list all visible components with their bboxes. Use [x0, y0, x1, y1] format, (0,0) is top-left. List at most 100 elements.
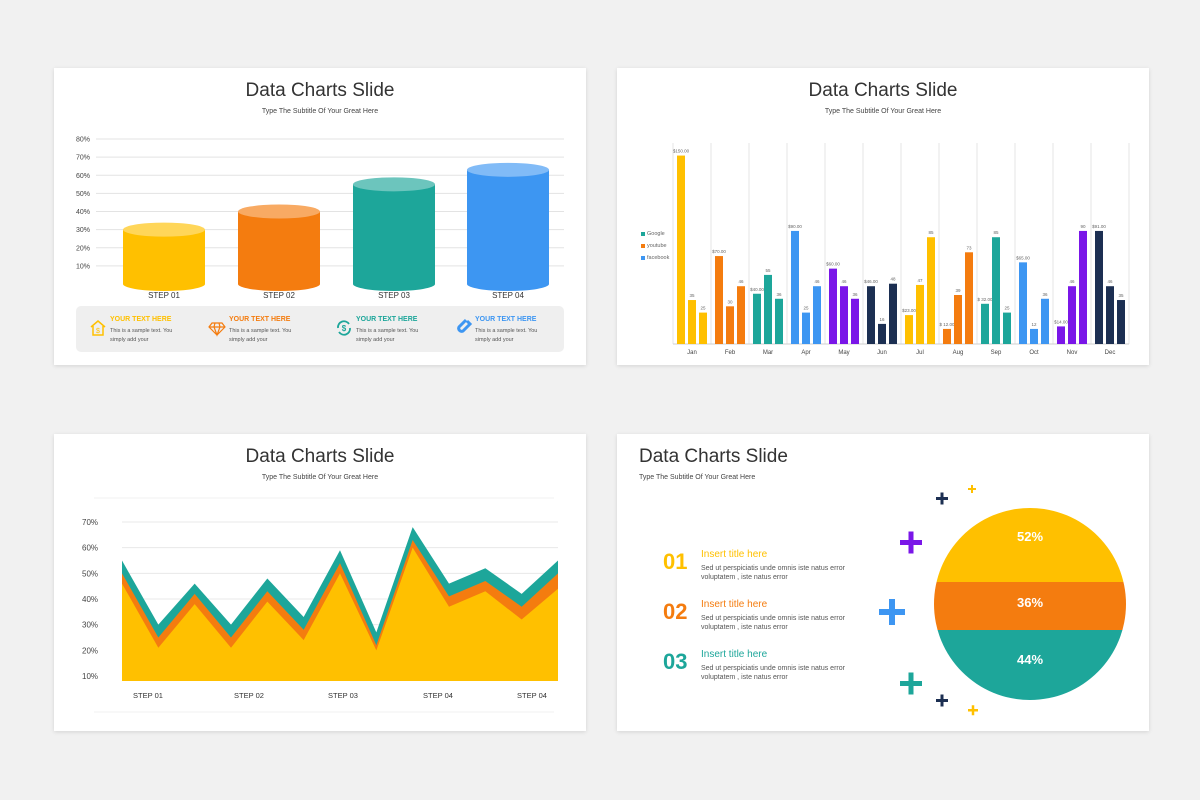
slide-title: Data Charts Slide — [808, 80, 958, 101]
y-tick-label: 20% — [76, 245, 90, 252]
data-label: 25 — [700, 306, 706, 311]
x-tick-label: STEP 02 — [234, 691, 264, 700]
pie-bands — [934, 508, 1126, 700]
feature-title: YOUR TEXT HERE — [110, 316, 172, 323]
bar-cylinder — [238, 211, 320, 291]
y-tick-label: 10% — [76, 263, 90, 270]
feature-text: This is a sample text. You simply add yo… — [110, 328, 173, 343]
data-label: 46 — [738, 279, 744, 284]
data-label: $60.00 — [826, 262, 840, 267]
bar — [965, 252, 973, 344]
slide-subtitle: Type The Subtitle Of Your Great Here — [639, 474, 756, 481]
bar — [1117, 300, 1125, 344]
magnet-icon — [457, 318, 473, 333]
data-label: 55 — [765, 268, 771, 273]
data-label: 46 — [841, 279, 847, 284]
x-tick-label: Apr — [801, 350, 810, 356]
data-label: 85 — [993, 230, 999, 235]
bar — [715, 256, 723, 344]
data-label: $ 32.00 — [977, 297, 993, 302]
bar — [764, 274, 772, 344]
x-tick-label: Aug — [953, 350, 964, 356]
x-tick-label: STEP 03 — [378, 291, 410, 300]
y-tick-label: 80% — [76, 137, 90, 144]
bar — [878, 323, 886, 344]
data-label: 16 — [879, 317, 885, 322]
x-tick-label: STEP 04 — [423, 691, 453, 700]
plus-icon — [936, 694, 948, 707]
plus-icon — [900, 531, 922, 554]
slide-title: Data Charts Slide — [639, 446, 788, 467]
plus-icon — [968, 485, 976, 493]
bar-cylinder-top — [353, 177, 435, 192]
y-tick-label: 40% — [82, 595, 98, 604]
slice-label: 52% — [1017, 529, 1043, 544]
data-label: 46 — [814, 279, 820, 284]
data-label: 39 — [955, 288, 961, 293]
feature-text: This is a sample text. You simply add yo… — [229, 328, 292, 343]
data-label: $23.00 — [902, 308, 916, 313]
x-tick-label: Jan — [687, 350, 697, 356]
bar-cylinder — [123, 229, 205, 291]
bar-cylinder — [467, 169, 549, 291]
data-label: 36 — [776, 292, 782, 297]
data-label: $70.00 — [712, 249, 726, 254]
money-house-icon: $ — [90, 320, 106, 336]
bar — [791, 230, 799, 344]
data-label: 25 — [803, 306, 809, 311]
data-label: 46 — [1107, 279, 1113, 284]
bar — [1106, 286, 1114, 344]
bar-cylinder — [353, 184, 435, 291]
bar — [753, 293, 761, 344]
data-label: 47 — [917, 278, 923, 283]
data-label: $ 12.00 — [939, 322, 955, 327]
pie-slice — [934, 508, 1126, 582]
bar — [1057, 326, 1065, 344]
slice-label: 44% — [1017, 652, 1043, 667]
plus-icon — [968, 705, 978, 716]
feature-title: YOUR TEXT HERE — [475, 316, 537, 323]
area-series — [122, 547, 558, 681]
data-label: 36 — [1042, 292, 1048, 297]
legend-item: youtube — [641, 243, 667, 249]
list-text: Sed ut perspiciatis unde omnis iste natu… — [701, 615, 845, 631]
data-label: 48 — [890, 277, 896, 282]
data-label: $40.00 — [750, 287, 764, 292]
data-label: 35 — [1118, 293, 1124, 298]
legend-item: facebook — [641, 255, 669, 261]
bar — [813, 286, 821, 344]
bar — [954, 295, 962, 344]
x-tick-label: STEP 04 — [492, 291, 524, 300]
x-tick-label: Dec — [1105, 350, 1116, 356]
data-label: $46.00 — [864, 279, 878, 284]
feature-title: YOUR TEXT HERE — [229, 316, 291, 323]
data-label: $14.00 — [1054, 319, 1068, 324]
list-text: Sed ut perspiciatis unde omnis iste natu… — [701, 565, 845, 581]
slide-bar-3d: Data Charts Slide Type The Subtitle Of Y… — [54, 68, 586, 365]
data-label: 73 — [966, 245, 972, 250]
bar — [943, 328, 951, 344]
data-label: 30 — [727, 299, 733, 304]
x-tick-label: Nov — [1067, 350, 1078, 356]
bar — [916, 284, 924, 344]
data-label: 12 — [1031, 322, 1037, 327]
x-tick-label: STEP 02 — [263, 291, 295, 300]
pie-slice — [934, 582, 1126, 630]
list-title: Insert title here — [701, 599, 768, 610]
area-chart: 10% 20% 30% 40% 50% 60% 70% STEP 01 STEP 02 STEP … — [82, 497, 558, 713]
bar — [726, 306, 734, 344]
svg-text:$: $ — [96, 328, 100, 335]
slide-subtitle: Type The Subtitle Of Your Great Here — [261, 474, 379, 481]
feature-text: This is a sample text. You simply add yo… — [356, 328, 419, 343]
bar — [1079, 230, 1087, 344]
data-label: 90 — [1080, 224, 1086, 229]
plus-icon — [936, 492, 948, 505]
bar — [889, 283, 897, 344]
bar — [1041, 298, 1049, 344]
bar — [981, 303, 989, 344]
cylinder-chart: 10% 20% 30% 40% 50% 60% 70% 80% STEP 01 STEP 02 ST… — [76, 137, 564, 300]
x-tick-label: Sep — [991, 350, 1002, 356]
y-tick-label: 10% — [82, 672, 98, 681]
bar — [1095, 230, 1103, 344]
bar-cylinder-top — [238, 204, 320, 219]
